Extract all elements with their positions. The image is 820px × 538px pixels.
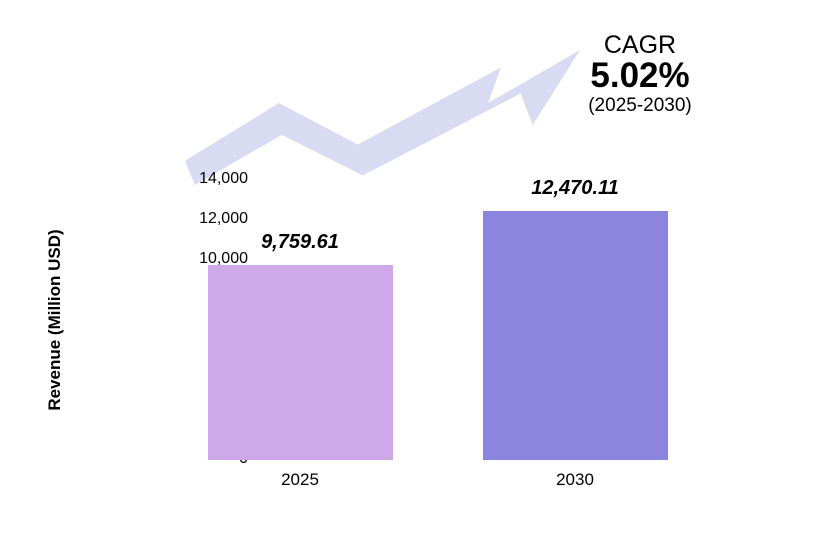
cagr-value: 5.02% <box>540 58 740 95</box>
x-tick-label: 2030 <box>483 470 668 490</box>
bar-value-label: 9,759.61 <box>188 231 413 254</box>
x-tick-label: 2025 <box>208 470 393 490</box>
bar <box>208 265 393 460</box>
y-axis-label: Revenue (Million USD) <box>45 229 65 410</box>
bar-value-label: 12,470.11 <box>463 177 688 200</box>
cagr-title: CAGR <box>540 32 740 58</box>
growth-arrow-path <box>185 50 580 185</box>
chart-plot-area <box>150 180 710 460</box>
cagr-range: (2025-2030) <box>540 95 740 118</box>
cagr-block: CAGR 5.02% (2025-2030) <box>540 32 740 118</box>
bar <box>483 211 668 460</box>
growth-arrow <box>185 50 580 185</box>
